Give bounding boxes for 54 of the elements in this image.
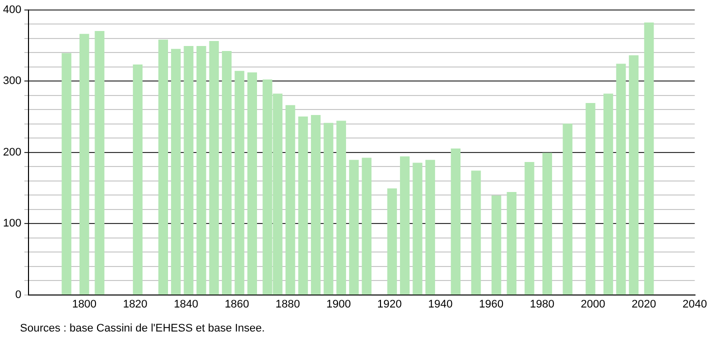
bar bbox=[628, 55, 639, 295]
bar bbox=[412, 162, 422, 295]
bar bbox=[298, 116, 308, 295]
bar bbox=[184, 46, 194, 295]
source-note: Sources : base Cassini de l'EHESS et base Insee. bbox=[20, 322, 265, 335]
x-tick-label: 1980 bbox=[530, 298, 554, 310]
y-tick-label: 300 bbox=[2, 75, 22, 88]
y-tick-label: 200 bbox=[2, 146, 22, 158]
bar bbox=[209, 41, 219, 295]
bar bbox=[286, 105, 296, 295]
x-tick-label: 1960 bbox=[479, 298, 504, 310]
bar bbox=[336, 120, 346, 295]
bar bbox=[222, 50, 232, 295]
x-tick-label: 1860 bbox=[224, 298, 250, 310]
y-tick-label: 0 bbox=[15, 288, 22, 301]
bar bbox=[603, 94, 614, 295]
bar bbox=[644, 22, 654, 295]
bar bbox=[158, 40, 168, 295]
bar bbox=[362, 158, 372, 295]
bar bbox=[586, 102, 596, 295]
x-tick-label: 1900 bbox=[326, 298, 351, 310]
bar bbox=[247, 72, 258, 295]
y-tick-label: 400 bbox=[2, 4, 22, 16]
bar bbox=[400, 156, 410, 295]
bar bbox=[506, 192, 516, 295]
x-tick-label: 1940 bbox=[428, 298, 453, 310]
bar bbox=[425, 160, 436, 295]
x-tick-label: 2000 bbox=[580, 298, 606, 310]
bar bbox=[524, 162, 534, 295]
x-tick-label: 2040 bbox=[682, 298, 708, 310]
bar bbox=[196, 46, 206, 295]
bar bbox=[387, 188, 397, 295]
bar bbox=[471, 170, 481, 295]
bar bbox=[324, 122, 334, 295]
bar bbox=[310, 115, 321, 295]
bar bbox=[94, 31, 104, 295]
bar bbox=[234, 70, 244, 295]
y-tick-label: 100 bbox=[2, 218, 22, 230]
bar bbox=[492, 196, 502, 295]
x-tick-label: 1800 bbox=[72, 298, 97, 310]
bar bbox=[79, 34, 90, 295]
x-tick-label: 1840 bbox=[174, 298, 198, 310]
bar bbox=[562, 124, 572, 295]
bar bbox=[542, 152, 552, 295]
x-tick-label: 1880 bbox=[276, 298, 300, 310]
x-tick-label: 2020 bbox=[632, 298, 656, 310]
x-tick-label: 1820 bbox=[122, 298, 148, 310]
bar bbox=[171, 48, 181, 295]
bar bbox=[132, 64, 143, 295]
bar bbox=[450, 148, 460, 295]
x-tick-label: 1920 bbox=[377, 298, 402, 310]
bar bbox=[349, 160, 359, 295]
bar bbox=[616, 64, 626, 295]
bar bbox=[62, 53, 72, 295]
